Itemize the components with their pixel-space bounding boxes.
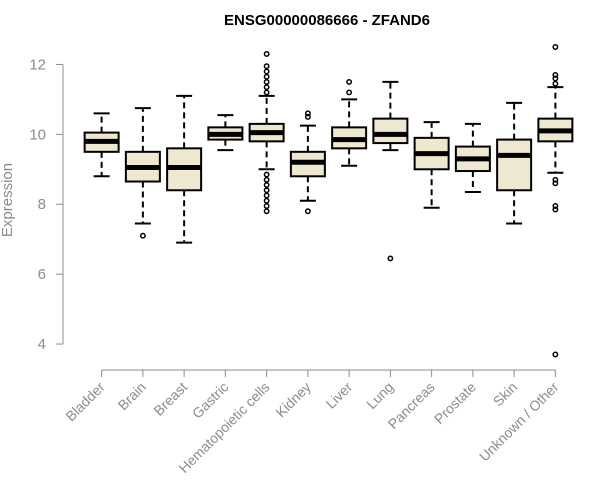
y-axis: 4 6 8 10 12	[29, 56, 64, 353]
box-group	[289, 110, 326, 215]
outlier-point	[263, 197, 270, 204]
outlier-point	[139, 232, 146, 239]
outlier-point	[263, 78, 270, 85]
outlier-point	[552, 44, 559, 50]
x-tick-label: Bladder	[62, 379, 108, 425]
y-tick-label: 8	[38, 196, 46, 213]
outlier-point	[263, 171, 270, 178]
box-group	[331, 78, 368, 167]
outlier-point	[552, 351, 559, 358]
box-group	[454, 122, 491, 194]
box-group	[413, 121, 450, 209]
outlier-point	[552, 176, 559, 183]
x-tick-label: Kidney	[272, 379, 314, 421]
box-iqr	[496, 138, 533, 192]
box-group	[248, 51, 285, 215]
outlier-point	[346, 78, 353, 85]
y-tick-label: 6	[38, 266, 46, 283]
outlier-point	[304, 110, 311, 117]
x-tick-label: Skin	[490, 379, 521, 410]
box-group	[83, 112, 120, 178]
outlier-point	[304, 113, 311, 120]
outlier-point	[263, 182, 270, 188]
box-group	[207, 114, 244, 152]
outlier-point	[263, 68, 270, 75]
outlier-point	[263, 192, 270, 199]
outlier-point	[387, 255, 394, 262]
plot-area	[83, 44, 574, 358]
outlier-point	[263, 176, 270, 183]
x-tick-label: Breast	[150, 379, 190, 419]
outlier-point	[552, 206, 559, 213]
y-tick-label: 12	[29, 56, 46, 73]
outlier-point	[552, 203, 559, 209]
box-group	[537, 44, 574, 358]
box-group	[496, 101, 533, 225]
y-tick-label: 4	[38, 336, 46, 353]
outlier-point	[263, 89, 270, 96]
x-tick-label: Liver	[322, 379, 355, 412]
x-tick-label: Lung	[363, 379, 396, 412]
box-group	[166, 94, 203, 244]
box-group	[372, 80, 409, 262]
outlier-point	[263, 63, 270, 70]
outlier-point	[552, 180, 559, 187]
outlier-point	[263, 203, 270, 209]
box-group	[124, 107, 161, 239]
outlier-point	[263, 208, 270, 215]
outlier-point	[552, 80, 559, 87]
outlier-point	[304, 208, 311, 215]
outlier-point	[552, 71, 559, 78]
outlier-point	[263, 51, 270, 57]
x-tick-label: Prostate	[431, 379, 479, 427]
box-iqr	[372, 117, 409, 145]
y-axis-label: Expression	[0, 163, 16, 237]
outlier-point	[263, 73, 270, 80]
outlier-point	[263, 84, 270, 91]
chart-title: ENSG00000086666 - ZFAND6	[224, 12, 430, 29]
x-tick-label: Brain	[115, 379, 149, 413]
outlier-point	[263, 187, 270, 194]
outlier-point	[552, 75, 559, 82]
y-tick-label: 10	[29, 126, 46, 143]
outlier-point	[346, 89, 353, 96]
